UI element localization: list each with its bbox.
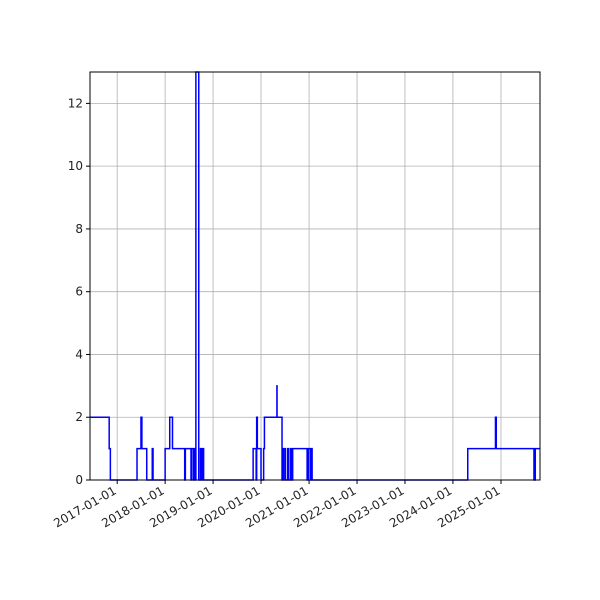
y-tick-label: 12: [68, 96, 83, 110]
y-axis: 0 2 4 6 8 10 12: [68, 96, 90, 487]
y-tick-label: 10: [68, 159, 83, 173]
y-tick-label: 2: [75, 410, 83, 424]
y-tick-label: 0: [75, 473, 83, 487]
y-tick-label: 6: [75, 285, 83, 299]
y-tick-label: 4: [75, 347, 83, 361]
y-tick-label: 8: [75, 222, 83, 236]
plot-background: [90, 72, 540, 480]
x-gridlines: [116, 72, 502, 480]
plot-frame: [89, 71, 541, 481]
